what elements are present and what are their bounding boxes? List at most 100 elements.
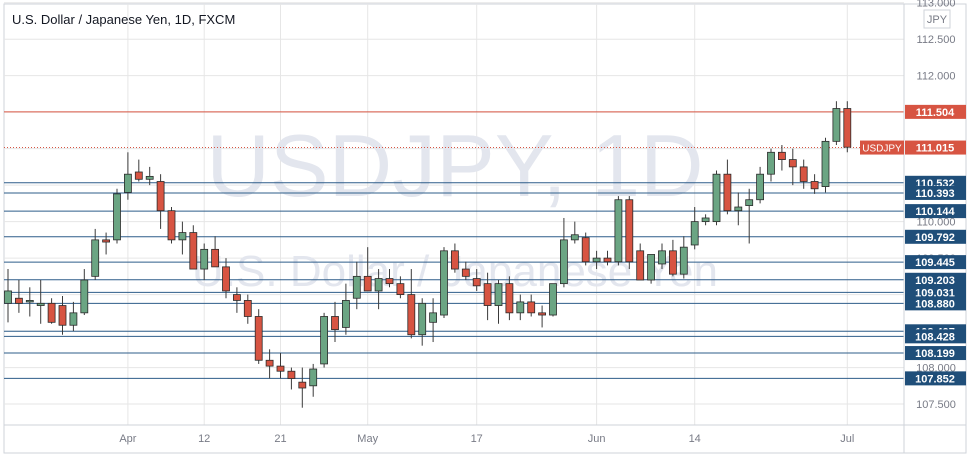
candle-body-down <box>505 283 514 314</box>
candle-body-down <box>47 302 56 323</box>
candle <box>352 261 361 310</box>
candle <box>560 217 568 288</box>
candle <box>429 298 438 343</box>
candle <box>211 236 220 268</box>
candle <box>570 221 579 244</box>
candle-body-down <box>102 239 110 243</box>
candle-body-down <box>276 365 285 372</box>
candle <box>113 188 121 244</box>
candle-body-down <box>189 232 198 270</box>
candle <box>363 247 372 292</box>
level-label: 109.203 <box>915 275 955 287</box>
candle-body-up <box>91 239 100 277</box>
candle <box>374 269 383 310</box>
x-tick-label: 14 <box>689 433 701 445</box>
candle <box>472 269 481 291</box>
candle-body-up <box>734 206 743 212</box>
candle <box>287 367 296 390</box>
candle <box>396 276 405 299</box>
candle <box>527 294 536 317</box>
candle <box>799 159 808 189</box>
candle <box>25 287 34 317</box>
candle-body-up <box>25 300 34 303</box>
candle-body-down <box>385 278 394 285</box>
candle-body-up <box>516 301 525 314</box>
candle-body-down <box>625 199 634 263</box>
candle <box>243 294 252 324</box>
candle-body-up <box>200 248 209 270</box>
x-tick-label: 12 <box>198 433 210 445</box>
candle <box>658 243 666 270</box>
candle-body-down <box>222 266 230 292</box>
candle-body-up <box>429 312 438 323</box>
candle <box>788 148 797 186</box>
candle <box>603 250 612 266</box>
candle <box>647 254 655 284</box>
candle-body-up <box>712 173 721 223</box>
candle-body-up <box>69 312 78 326</box>
y-tick-label: 112.500 <box>917 34 956 46</box>
candle <box>549 283 557 317</box>
level-label: 109.792 <box>915 232 955 244</box>
candle <box>254 309 263 364</box>
candle-body-down <box>483 283 492 306</box>
candle-body-up <box>113 193 121 241</box>
candle-body-up <box>756 173 764 201</box>
candle-body-up <box>690 221 699 246</box>
level-label-bg <box>905 296 966 311</box>
watermark-symbol: USDJPY, 1D <box>206 116 703 215</box>
candle <box>102 232 110 255</box>
candle-body-down <box>723 173 732 212</box>
candle-body-down <box>472 278 481 287</box>
level-label: 107.852 <box>915 373 955 385</box>
x-tick-label: 17 <box>471 433 483 445</box>
candle <box>483 272 492 321</box>
candle-body-up <box>352 275 361 299</box>
candle-body-down <box>287 370 296 379</box>
candle <box>385 269 394 288</box>
x-tick-label: May <box>357 433 378 445</box>
price-labels: 110.532110.393110.144109.792109.445109.2… <box>860 104 966 386</box>
candle-body-up <box>341 300 350 328</box>
candle-body-down <box>156 181 165 212</box>
candle <box>778 145 786 171</box>
candle-body-down <box>211 248 220 268</box>
candle-body-up <box>832 108 841 142</box>
candle <box>407 269 416 339</box>
candle-body-up <box>145 175 154 180</box>
time-axis: Apr 12 21 May 17 Jun 14 Jul <box>4 424 966 445</box>
candle <box>145 166 154 186</box>
candle-body-down <box>58 305 67 326</box>
candle-body-up <box>4 290 12 304</box>
candle-body-down <box>778 151 786 160</box>
candle <box>494 280 503 324</box>
candle <box>298 367 307 408</box>
level-label: 108.880 <box>915 298 955 310</box>
candle <box>69 301 78 332</box>
candle-body-up <box>124 173 132 193</box>
resistance-label: 111.504 <box>916 107 955 119</box>
candle <box>58 296 67 335</box>
candle <box>47 298 56 324</box>
candle <box>745 188 754 244</box>
candle <box>690 207 699 250</box>
level-label-bg <box>905 371 966 386</box>
candle-body-down <box>669 250 677 275</box>
candle <box>178 221 187 255</box>
candle <box>440 247 448 318</box>
candle <box>592 250 601 270</box>
candle <box>625 196 634 270</box>
candle-body-up <box>647 254 655 281</box>
level-label: 108.428 <box>915 331 955 343</box>
candle <box>614 196 623 266</box>
candles <box>4 101 852 408</box>
candle-body-up <box>374 278 383 292</box>
candle <box>821 137 830 193</box>
candle-body-up <box>767 151 775 175</box>
candle-body-up <box>614 199 623 263</box>
candle <box>124 152 132 200</box>
candle <box>80 269 89 316</box>
candle <box>712 170 721 226</box>
candle-body-up <box>418 302 427 336</box>
